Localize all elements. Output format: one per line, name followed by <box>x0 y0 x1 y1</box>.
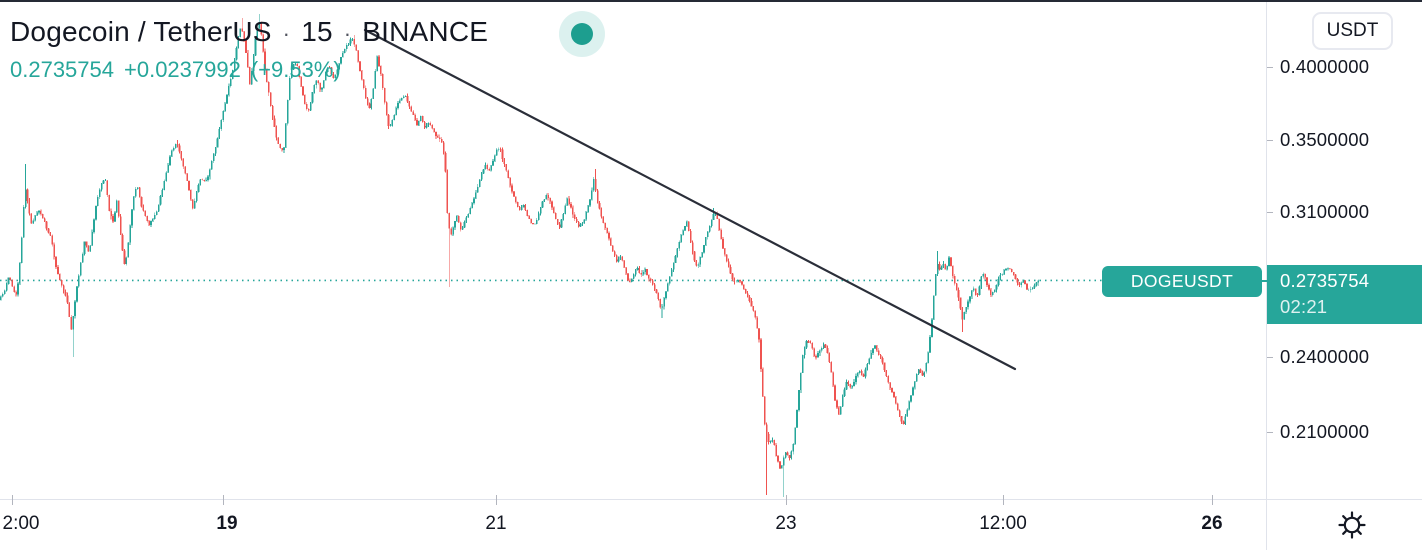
current-price-label: 0.2735754 02:21 <box>1267 265 1422 324</box>
price-summary: 0.2735754 +0.0237992 (+9.53%) <box>10 57 488 83</box>
time-axis-tick <box>223 495 224 505</box>
price-axis-label: 0.2100000 <box>1280 421 1370 442</box>
chart-header: Dogecoin / TetherUS · 15 · BINANCE 0.273… <box>10 16 488 83</box>
candles-down-bodies <box>9 22 1028 469</box>
price-axis[interactable]: USDT 0.4000000 0.3500000 0.3100000 0.240000… <box>1266 0 1422 499</box>
price-axis-label: 0.2400000 <box>1280 346 1370 367</box>
interval-label[interactable]: 15 <box>301 16 333 47</box>
time-axis-label: 2:00 <box>2 513 40 534</box>
gear-icon <box>1338 511 1366 539</box>
time-axis-tick <box>496 495 497 505</box>
price-change: +0.0237992 <box>124 57 241 82</box>
market-open-circle-icon <box>571 23 593 45</box>
time-axis-tick <box>1212 495 1213 505</box>
symbol-title[interactable]: Dogecoin / TetherUS · 15 · BINANCE <box>10 16 488 48</box>
price-line-symbol-tag: DOGEUSDT <box>1102 266 1262 297</box>
bar-countdown: 02:21 <box>1280 296 1328 317</box>
candles-up-wicks <box>0 14 1039 497</box>
title-separator: · <box>282 21 291 46</box>
symbol-name[interactable]: Dogecoin / TetherUS <box>10 16 272 47</box>
price-axis-tick <box>1266 357 1273 358</box>
price-axis-tick <box>1266 67 1273 68</box>
time-axis-tick <box>786 495 787 505</box>
time-axis-tick <box>12 495 13 505</box>
currency-toggle-button[interactable]: USDT <box>1312 12 1393 50</box>
window-top-edge <box>0 0 1422 2</box>
axis-divider <box>1266 2 1267 550</box>
price-axis-label: 0.4000000 <box>1280 56 1370 77</box>
exchange-label[interactable]: BINANCE <box>362 16 489 47</box>
candlestick-chart <box>0 14 1102 497</box>
market-status-dot[interactable] <box>559 11 605 57</box>
time-axis[interactable]: 2:00 19 21 23 12:00 26 <box>0 495 1422 550</box>
price-change-percent: (+9.53%) <box>250 57 341 82</box>
trendline-drawing[interactable] <box>363 28 1017 371</box>
price-axis-tick <box>1266 140 1273 141</box>
price-axis-tick <box>1266 212 1273 213</box>
time-axis-label: 26 <box>1201 513 1223 534</box>
current-price-tick <box>1262 280 1275 282</box>
time-axis-label: 21 <box>485 513 507 534</box>
current-price-value: 0.2735754 <box>1280 270 1370 291</box>
candles-up-bodies <box>0 22 1040 469</box>
price-axis-label: 0.3100000 <box>1280 201 1370 222</box>
title-separator2: · <box>343 21 352 46</box>
chart-pane[interactable]: Dogecoin / TetherUS · 15 · BINANCE 0.273… <box>0 0 1266 499</box>
time-axis-tick <box>1003 495 1004 505</box>
time-axis-label: 12:00 <box>979 513 1027 534</box>
time-axis-label: 23 <box>775 513 797 534</box>
time-axis-settings-button[interactable] <box>1337 508 1367 540</box>
time-axis-label: 19 <box>216 513 238 534</box>
price-axis-label: 0.3500000 <box>1280 129 1370 150</box>
candles-down-wicks <box>10 18 1028 495</box>
last-price: 0.2735754 <box>10 57 114 82</box>
price-axis-tick <box>1266 432 1273 433</box>
